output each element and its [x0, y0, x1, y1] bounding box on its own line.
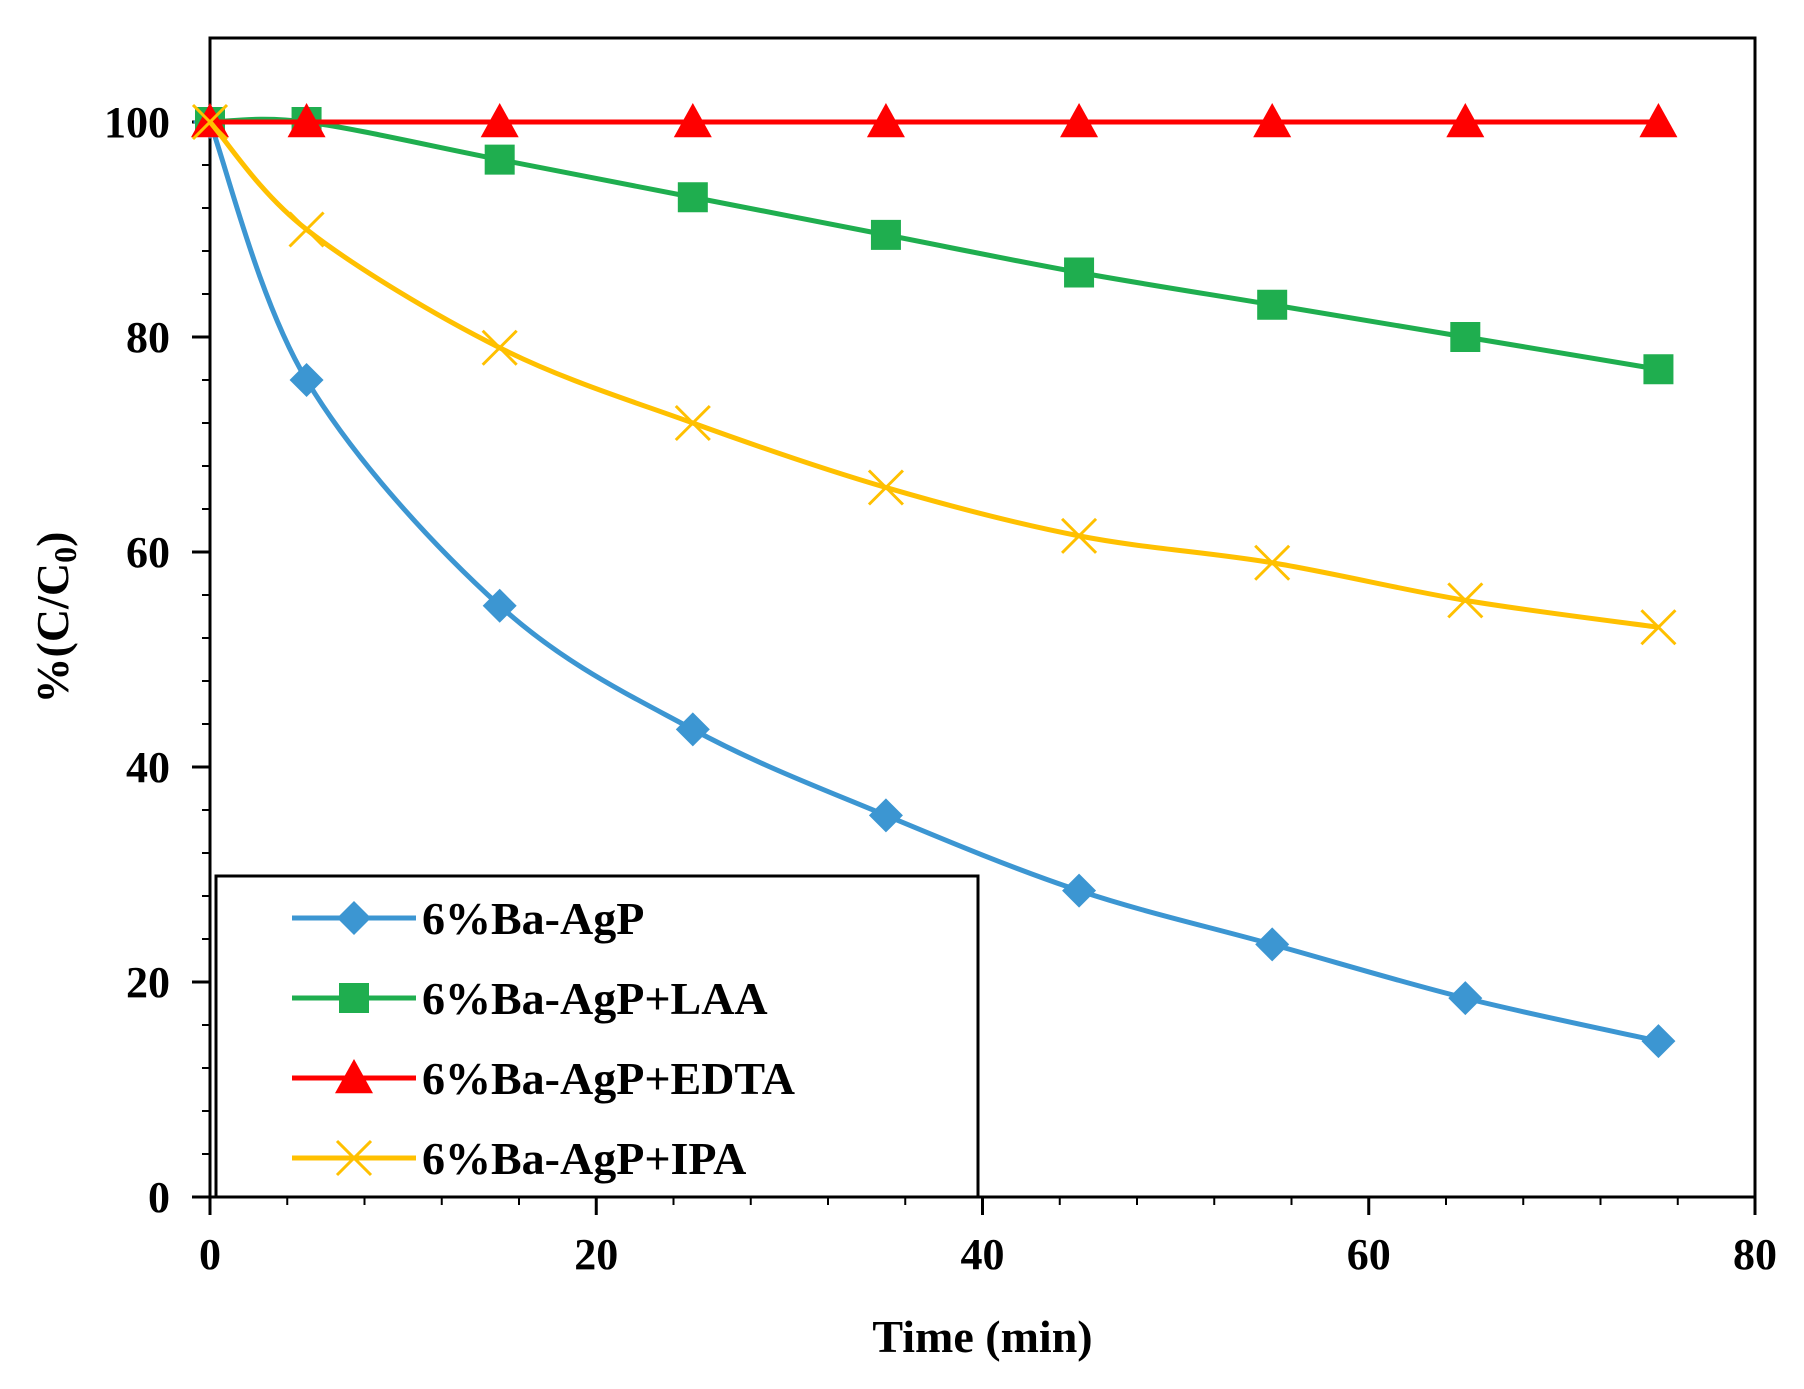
data-point — [288, 211, 325, 248]
legend-item: 6%Ba-AgP+IPA — [292, 1133, 746, 1184]
data-point — [677, 182, 708, 213]
y-tick-label: 40 — [126, 743, 170, 792]
y-tick-label: 80 — [126, 313, 170, 362]
data-point — [1062, 873, 1097, 908]
data-point — [1450, 322, 1481, 352]
data-point — [1643, 354, 1674, 385]
series-line — [209, 116, 1659, 372]
y-tick-label: 0 — [148, 1173, 170, 1222]
y-axis-title-close: ) — [27, 532, 78, 547]
data-point — [1060, 517, 1098, 554]
data-point — [480, 103, 519, 138]
data-point — [1255, 927, 1290, 962]
data-point — [1640, 609, 1677, 646]
data-point — [868, 798, 903, 833]
y-tick-label: 20 — [126, 958, 170, 1007]
data-point — [674, 404, 711, 442]
y-axis-title: %(C/C0) — [27, 532, 83, 704]
legend-label: 6%Ba-AgP — [422, 893, 644, 944]
series-2 — [191, 103, 1678, 138]
y-axis-title-main: %(C/C — [27, 563, 78, 704]
x-tick-label: 60 — [1347, 1230, 1391, 1279]
data-point — [1641, 1024, 1676, 1059]
axes: 0 20 40 60 80 0 20 40 60 80 100 — [104, 36, 1777, 1279]
series-1 — [195, 107, 1674, 385]
legend-label: 6%Ba-AgP+IPA — [422, 1133, 746, 1184]
y-tick-label: 60 — [126, 528, 170, 577]
data-point — [287, 103, 326, 138]
x-tick-label: 0 — [199, 1230, 221, 1279]
data-point — [1060, 103, 1099, 138]
legend-label: 6%Ba-AgP+EDTA — [422, 1053, 795, 1104]
data-point — [1253, 103, 1292, 138]
x-tick-label: 80 — [1733, 1230, 1777, 1279]
data-point — [481, 329, 518, 366]
data-point — [1447, 582, 1484, 619]
data-point — [1446, 103, 1485, 138]
data-point — [867, 469, 904, 506]
legend-label: 6%Ba-AgP+LAA — [422, 973, 768, 1024]
data-point — [870, 219, 901, 250]
data-point — [1639, 103, 1678, 138]
legend-marker — [337, 901, 371, 935]
legend-marker — [335, 1059, 373, 1094]
data-point — [1064, 257, 1095, 288]
x-tick-label: 40 — [961, 1230, 1005, 1279]
series-3 — [191, 103, 1677, 646]
legend-marker — [339, 983, 369, 1013]
y-tick-label: 100 — [104, 98, 170, 147]
series-line — [208, 120, 1659, 630]
series-line — [207, 121, 1659, 1044]
y-axis-title-subscript: 0 — [47, 547, 83, 563]
data-point — [482, 588, 517, 623]
data-point — [289, 363, 324, 397]
data-point — [673, 103, 712, 138]
data-point — [1448, 981, 1483, 1016]
legend-item: 6%Ba-AgP+LAA — [292, 973, 768, 1024]
x-axis-title: Time (min) — [872, 1311, 1092, 1362]
legend-marker — [335, 1139, 373, 1177]
data-point — [675, 712, 710, 747]
data-point — [191, 103, 229, 141]
legend-item: 6%Ba-AgP — [292, 893, 644, 944]
data-point — [1257, 289, 1288, 320]
legend-item: 6%Ba-AgP+EDTA — [292, 1053, 795, 1104]
series-layer — [191, 103, 1678, 1059]
data-point — [484, 144, 515, 175]
data-point — [866, 103, 905, 138]
legend: 6%Ba-AgP 6%Ba-AgP+LAA 6%Ba-AgP+EDTA 6%Ba-Ag… — [214, 874, 980, 1199]
legend-box — [214, 874, 980, 1199]
x-tick-label: 20 — [574, 1230, 618, 1279]
data-point — [1254, 544, 1291, 581]
